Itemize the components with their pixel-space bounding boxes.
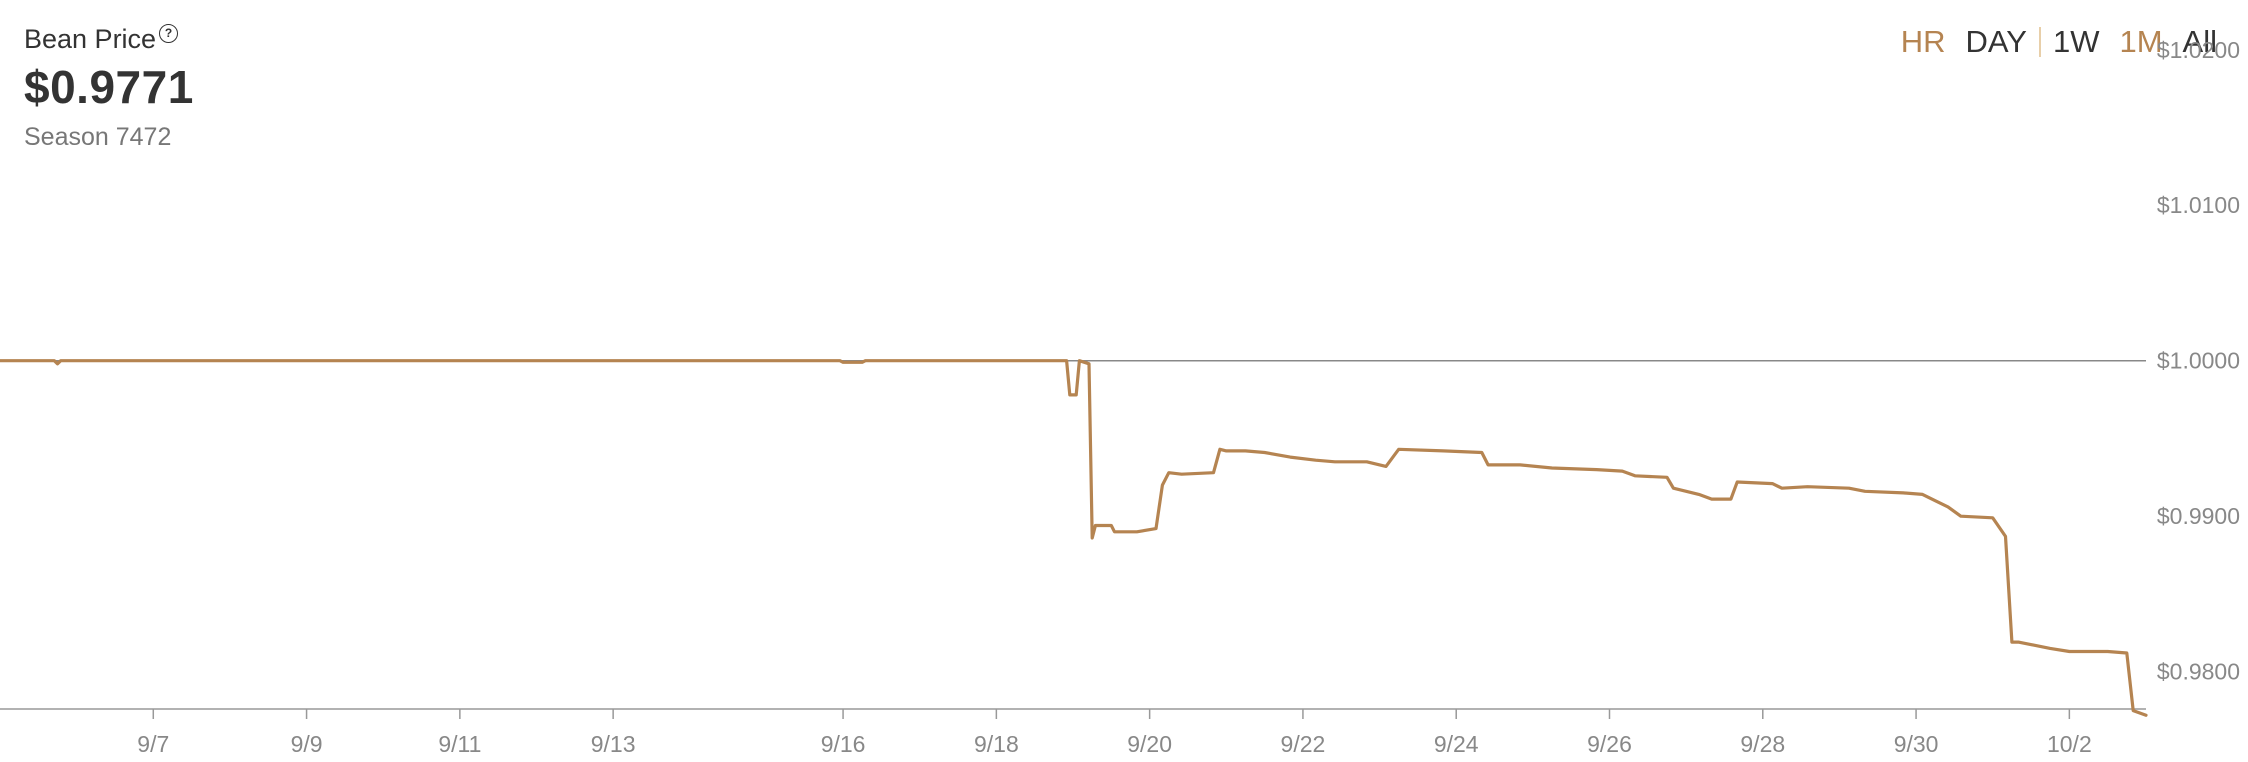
x-tick-label: 9/18: [974, 731, 1019, 757]
season-label: Season 7472: [24, 123, 172, 151]
x-tick-label: 9/7: [137, 731, 169, 757]
y-tick-label: $0.9900: [2157, 503, 2240, 529]
chart-title: Bean Price: [24, 24, 157, 54]
time-range-selector: HR DAY 1W 1M All: [1901, 22, 2217, 62]
title-row: Bean Price ?: [24, 22, 194, 56]
current-price: $0.9771: [24, 61, 194, 113]
x-tick-label: 9/11: [438, 731, 481, 757]
x-tick-label: 9/20: [1127, 731, 1172, 757]
y-tick-label: $1.0000: [2157, 348, 2240, 374]
x-tick-label: 9/9: [291, 731, 323, 757]
range-button-day[interactable]: DAY: [1965, 24, 2027, 59]
x-tick-label: 9/28: [1740, 731, 1785, 757]
range-button-1w[interactable]: 1W: [2052, 24, 2100, 59]
range-button-1m[interactable]: 1M: [2119, 24, 2163, 59]
y-tick-label: $0.9800: [2157, 659, 2240, 685]
range-button-all[interactable]: All: [2182, 24, 2217, 59]
question-circle-icon[interactable]: ?: [159, 24, 179, 43]
x-tick-label: 9/13: [591, 731, 636, 757]
x-tick-label: 9/26: [1587, 731, 1632, 757]
x-tick-label: 9/22: [1281, 731, 1326, 757]
y-tick-label: $1.0100: [2157, 192, 2240, 218]
x-tick-label: 10/2: [2047, 731, 2092, 757]
range-button-hr[interactable]: HR: [1900, 24, 1946, 59]
x-tick-label: 9/24: [1434, 731, 1479, 757]
x-tick-label: 9/30: [1894, 731, 1939, 757]
price-series-line: [0, 359, 2148, 717]
range-divider: [2038, 27, 2041, 57]
y-tick-label: $1.0200: [2157, 37, 2240, 63]
x-tick-label: 9/16: [821, 731, 866, 757]
price-header: Bean Price ? $0.9771 Season 7472: [24, 22, 194, 152]
